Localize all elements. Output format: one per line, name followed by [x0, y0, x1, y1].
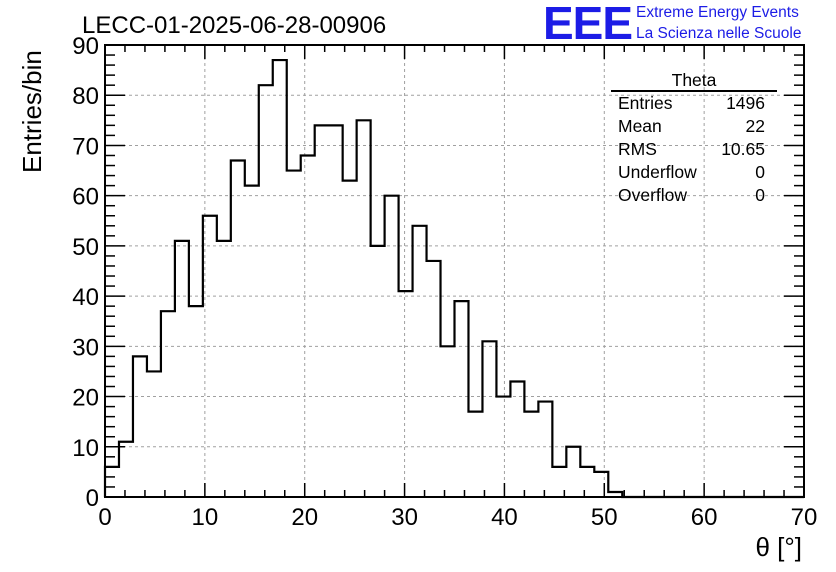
- logo-line-2: La Scienza nelle Scuole: [636, 25, 802, 42]
- stats-row-overflow: Overflow 0: [611, 184, 777, 207]
- x-tick-label: 70: [791, 504, 818, 531]
- axis-ticks: [104, 44, 805, 498]
- chart-title: LECC-01-2025-06-28-00906: [82, 12, 387, 39]
- logo-line-1: Extreme Energy Events: [636, 4, 799, 21]
- y-tick-label: 20: [72, 385, 99, 412]
- y-tick-label: 50: [72, 234, 99, 261]
- y-tick-label: 90: [72, 33, 99, 60]
- y-tick-label: 0: [86, 485, 99, 512]
- stats-title: Theta: [611, 70, 777, 92]
- y-tick-label: 80: [72, 83, 99, 110]
- x-tick-label: 10: [192, 504, 219, 531]
- stats-value: 1496: [726, 93, 765, 113]
- y-tick-label: 40: [72, 284, 99, 311]
- stats-label: Underflow: [618, 162, 697, 182]
- stats-label: RMS: [618, 139, 657, 159]
- stats-row-underflow: Underflow 0: [611, 161, 777, 184]
- stats-label: Mean: [618, 116, 662, 136]
- stats-value: 22: [745, 116, 765, 136]
- x-tick-label: 40: [491, 504, 518, 531]
- x-tick-label: 30: [391, 504, 418, 531]
- tick-labels: 0 10 20 30 40 50 60 70 0 10 20 30 40 50 60 70 80 90: [72, 33, 817, 531]
- x-tick-label: 0: [98, 504, 111, 531]
- y-tick-label: 30: [72, 334, 99, 361]
- y-tick-label: 60: [72, 184, 99, 211]
- plot-frame: [104, 44, 805, 498]
- stats-value: 0: [755, 162, 765, 182]
- stats-label: Entries: [618, 93, 673, 113]
- stats-row-mean: Mean 22: [611, 115, 777, 138]
- x-tick-label: 50: [591, 504, 618, 531]
- x-tick-label: 60: [691, 504, 718, 531]
- y-axis-label: Entries/bin: [17, 50, 47, 173]
- y-tick-label: 70: [72, 133, 99, 160]
- eee-logo: EEE: [543, 0, 633, 49]
- x-tick-label: 20: [291, 504, 318, 531]
- y-tick-label: 10: [72, 435, 99, 462]
- stats-row-rms: RMS 10.65: [611, 138, 777, 161]
- x-axis-label: θ [°]: [755, 532, 802, 562]
- stats-value: 0: [755, 185, 765, 205]
- stats-box: Theta Entries 1496 Mean 22 RMS 10.65 Underf…: [611, 70, 777, 207]
- histogram-line: [103, 58, 804, 499]
- stats-label: Overflow: [618, 185, 688, 205]
- stats-row-entries: Entries 1496: [611, 92, 777, 115]
- stats-value: 10.65: [721, 139, 765, 159]
